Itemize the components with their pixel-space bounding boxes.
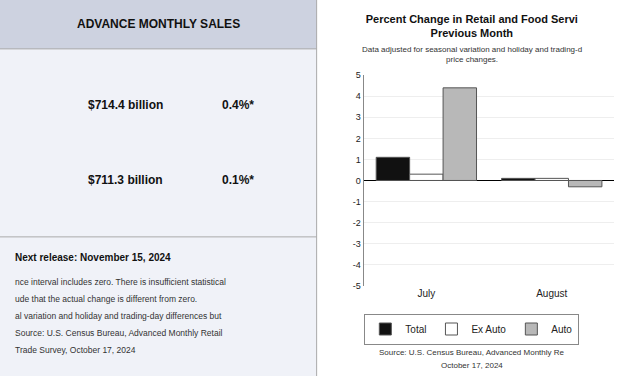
svg-text:August: August — [536, 288, 567, 299]
svg-text:ADVANCE MONTHLY SALES: ADVANCE MONTHLY SALES — [77, 17, 240, 31]
svg-text:Trade Survey, October 17, 2024: Trade Survey, October 17, 2024 — [15, 345, 136, 355]
svg-text:Auto: Auto — [551, 324, 572, 335]
svg-text:nce interval includes zero. Th: nce interval includes zero. There is ins… — [15, 277, 226, 287]
svg-text:2: 2 — [356, 134, 361, 144]
svg-text:4: 4 — [356, 91, 361, 101]
svg-text:October 17, 2024: October 17, 2024 — [441, 361, 503, 370]
svg-text:-4: -4 — [353, 260, 361, 270]
svg-text:1: 1 — [356, 155, 361, 165]
svg-text:Data adjusted for seasonal var: Data adjusted for seasonal variation and… — [362, 45, 582, 64]
svg-text:Ex Auto: Ex Auto — [471, 324, 506, 335]
svg-text:al variation and holiday and t: al variation and holiday and trading-day… — [15, 311, 222, 321]
svg-text:Percent Change in Retail and F: Percent Change in Retail and Food ServiP… — [366, 13, 578, 39]
svg-text:Total: Total — [405, 324, 426, 335]
svg-text:ude that the actual change is: ude that the actual change is different … — [15, 294, 197, 304]
svg-text:Next release: November 15, 202: Next release: November 15, 2024 — [15, 252, 171, 263]
svg-text:-1: -1 — [353, 197, 361, 207]
svg-text:July: July — [417, 288, 435, 299]
svg-text:5: 5 — [356, 70, 361, 80]
svg-text:-5: -5 — [353, 281, 361, 291]
svg-text:$711.3 billion: $711.3 billion — [88, 173, 163, 187]
svg-text:-3: -3 — [353, 239, 361, 249]
svg-text:$714.4 billion: $714.4 billion — [88, 98, 163, 112]
svg-text:3: 3 — [356, 112, 361, 122]
svg-text:Source: U.S. Census Bureau, Ad: Source: U.S. Census Bureau, Advanced Mon… — [379, 348, 565, 357]
svg-text:-2: -2 — [353, 218, 361, 228]
svg-text:Source: U.S. Census Bureau, Ad: Source: U.S. Census Bureau, Advanced Mon… — [15, 328, 223, 338]
svg-text:0.1%*: 0.1%* — [222, 173, 254, 187]
svg-text:0.4%*: 0.4%* — [222, 98, 254, 112]
svg-text:0: 0 — [356, 176, 361, 186]
